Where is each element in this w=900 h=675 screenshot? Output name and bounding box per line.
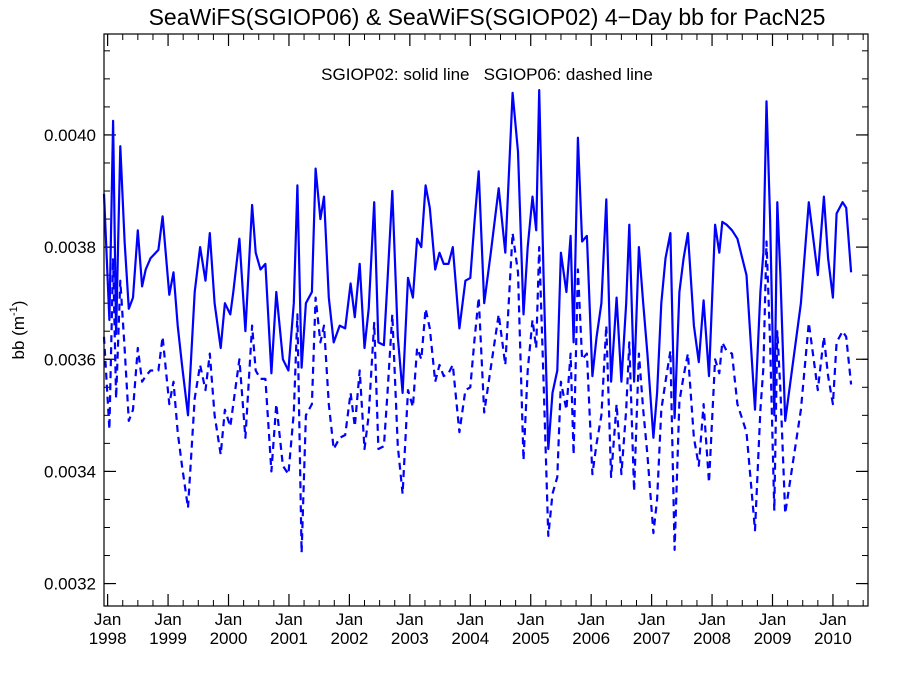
x-tick-year: 2005 [512, 629, 550, 648]
axis-ticks: 0.00320.00340.00360.00380.0040Jan1998Jan… [44, 34, 868, 648]
x-tick-month: Jan [577, 610, 604, 629]
x-tick-year: 2006 [572, 629, 610, 648]
x-tick-month: Jan [698, 610, 725, 629]
plot-frame [103, 33, 869, 607]
y-axis-label-close: ) [9, 301, 28, 307]
x-tick-year: 2008 [693, 629, 731, 648]
x-tick-month: Jan [759, 610, 786, 629]
series-line-sgiop02 [102, 88, 853, 451]
x-tick-month: Jan [94, 610, 121, 629]
x-tick-month: Jan [517, 610, 544, 629]
x-tick-year: 2009 [754, 629, 792, 648]
x-tick-month: Jan [819, 610, 846, 629]
series-line-sgiop06 [102, 232, 853, 554]
x-tick-year: 2004 [451, 629, 489, 648]
y-tick-label: 0.0032 [44, 575, 96, 594]
x-tick-year: 2002 [330, 629, 368, 648]
x-tick-year: 2001 [270, 629, 308, 648]
x-tick-month: Jan [215, 610, 242, 629]
x-tick-year: 1998 [89, 629, 127, 648]
x-tick-month: Jan [638, 610, 665, 629]
x-tick-month: Jan [336, 610, 363, 629]
y-axis-label: bb (m-1) [8, 301, 28, 360]
x-tick-month: Jan [396, 610, 423, 629]
svg-text:bb (m-1): bb (m-1) [8, 301, 28, 360]
y-tick-label: 0.0036 [44, 350, 96, 369]
chart-title: SeaWiFS(SGIOP06) & SeaWiFS(SGIOP02) 4−Da… [149, 4, 826, 30]
x-tick-month: Jan [154, 610, 181, 629]
x-tick-year: 2007 [633, 629, 671, 648]
x-tick-month: Jan [457, 610, 484, 629]
x-tick-month: Jan [275, 610, 302, 629]
series-lines [102, 88, 853, 554]
chart-annotation: SGIOP02: solid line SGIOP06: dashed line [321, 65, 653, 84]
y-axis-label-superscript: -1 [8, 306, 20, 316]
y-tick-label: 0.0040 [44, 126, 96, 145]
x-tick-year: 2010 [814, 629, 852, 648]
x-tick-year: 2003 [391, 629, 429, 648]
y-tick-label: 0.0034 [44, 462, 96, 481]
x-tick-year: 2000 [210, 629, 248, 648]
y-tick-label: 0.0038 [44, 238, 96, 257]
y-axis-label-main: bb (m [9, 316, 28, 359]
x-tick-year: 1999 [149, 629, 187, 648]
